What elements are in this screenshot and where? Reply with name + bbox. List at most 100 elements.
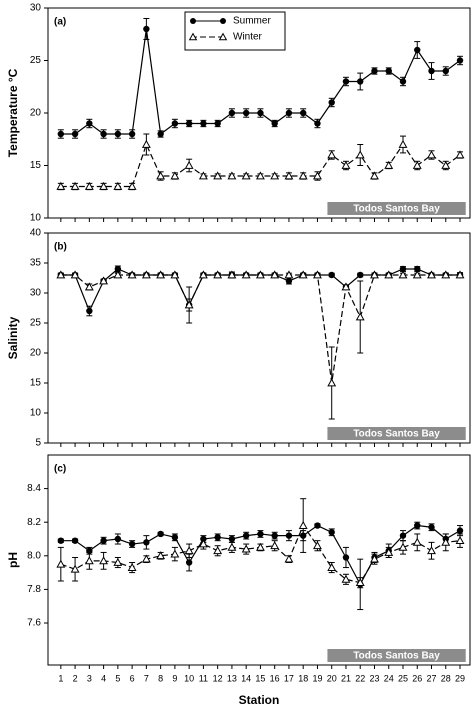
- x-tick-label: 18: [298, 673, 308, 683]
- point: [398, 270, 408, 279]
- point: [184, 160, 194, 169]
- x-tick-label: 2: [73, 673, 78, 683]
- point: [141, 139, 151, 148]
- point: [57, 537, 65, 544]
- point: [455, 150, 465, 159]
- point: [70, 564, 80, 573]
- point: [427, 546, 436, 555]
- point: [399, 78, 407, 85]
- point: [86, 120, 93, 127]
- panel-label: (c): [54, 464, 66, 475]
- x-tick-label: 24: [384, 673, 394, 683]
- x-tick-label: 5: [115, 673, 120, 683]
- point: [298, 270, 308, 279]
- point: [57, 130, 65, 138]
- panel-label: (b): [54, 242, 67, 253]
- point: [143, 25, 150, 33]
- point: [314, 522, 321, 529]
- point: [285, 532, 293, 539]
- point: [414, 522, 421, 529]
- point: [327, 378, 337, 387]
- point: [442, 67, 449, 75]
- y-tick-label: 5: [35, 438, 41, 449]
- x-tick-label: 27: [426, 673, 436, 683]
- point: [56, 559, 66, 568]
- point: [385, 67, 392, 75]
- point: [127, 270, 137, 279]
- point: [227, 270, 237, 279]
- point: [113, 557, 123, 566]
- point: [412, 537, 422, 546]
- point: [70, 270, 80, 279]
- point: [71, 130, 79, 138]
- point: [113, 270, 123, 279]
- point: [341, 282, 351, 291]
- x-tick-label: 6: [130, 673, 135, 683]
- point: [100, 537, 107, 544]
- point: [455, 536, 465, 545]
- point: [384, 160, 394, 169]
- point: [227, 542, 237, 551]
- point: [114, 130, 122, 138]
- annotation-box: [327, 427, 466, 440]
- x-tick-label: 16: [270, 673, 280, 683]
- point: [285, 109, 293, 117]
- point: [171, 534, 179, 541]
- x-tick-label: 29: [455, 673, 465, 683]
- point: [299, 109, 307, 117]
- point: [255, 542, 265, 551]
- point: [171, 120, 179, 127]
- point: [328, 529, 335, 536]
- annotation: Todos Santos Bay: [353, 204, 440, 215]
- x-tick-label: 4: [101, 673, 106, 683]
- point: [227, 171, 237, 180]
- point: [399, 532, 407, 539]
- panel-label: (a): [54, 17, 66, 28]
- point: [84, 282, 94, 291]
- point: [285, 277, 293, 285]
- point: [428, 67, 435, 75]
- x-tick-label: 7: [144, 673, 149, 683]
- point: [213, 171, 223, 180]
- point: [127, 562, 137, 571]
- x-tick-label: 28: [441, 673, 451, 683]
- point: [185, 559, 193, 566]
- point: [156, 270, 166, 279]
- point: [427, 150, 436, 159]
- y-axis-title: Salinity: [6, 316, 20, 359]
- x-tick-label: 14: [241, 673, 251, 683]
- point: [414, 46, 421, 54]
- point: [384, 270, 394, 279]
- x-tick-label: 25: [398, 673, 408, 683]
- point: [156, 171, 166, 180]
- x-tick-label: 10: [184, 673, 194, 683]
- point: [228, 109, 236, 117]
- point: [370, 554, 379, 563]
- point: [327, 150, 337, 159]
- point: [327, 562, 337, 571]
- y-tick-label: 8.2: [27, 517, 41, 528]
- point: [141, 270, 151, 279]
- y-tick-label: 8.4: [27, 483, 41, 494]
- point: [143, 539, 150, 546]
- legend-marker: [218, 32, 228, 41]
- point: [284, 171, 294, 180]
- point: [141, 554, 151, 563]
- y-tick-label: 15: [30, 160, 42, 171]
- point: [184, 546, 194, 555]
- point: [198, 171, 208, 180]
- point: [341, 574, 351, 583]
- x-tick-label: 1: [58, 673, 63, 683]
- point: [328, 99, 335, 106]
- point: [428, 524, 435, 531]
- point: [156, 551, 166, 560]
- annotation-box: [327, 649, 466, 662]
- point: [128, 130, 136, 138]
- point: [370, 270, 379, 279]
- point: [170, 549, 180, 558]
- point: [342, 554, 350, 561]
- point: [427, 270, 436, 279]
- y-tick-label: 30: [30, 288, 42, 299]
- point: [414, 265, 421, 273]
